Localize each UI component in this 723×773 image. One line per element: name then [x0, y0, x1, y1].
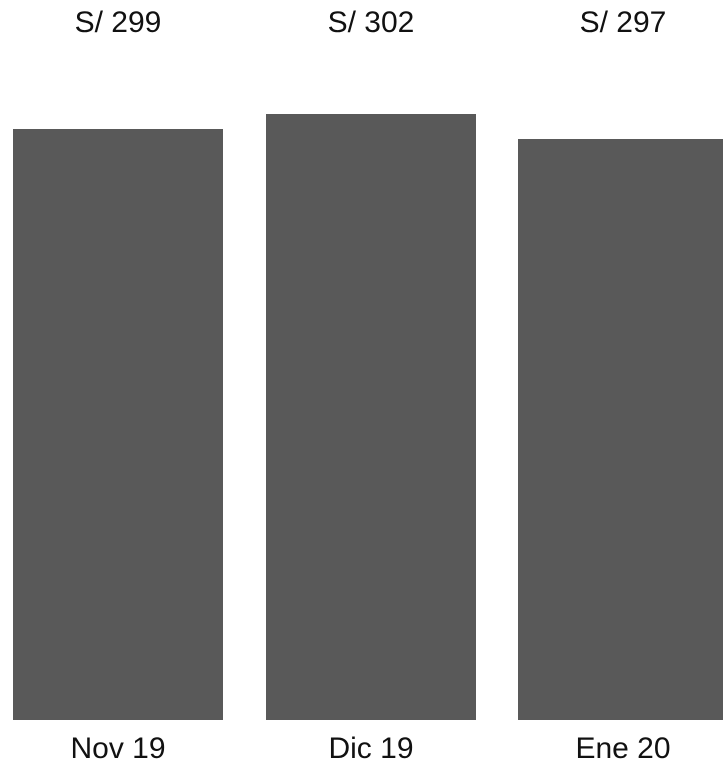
bar-dic-19	[266, 114, 476, 720]
bars-group	[13, 114, 723, 720]
bar-ene-20	[518, 139, 723, 720]
category-label: Ene 20	[575, 732, 670, 765]
category-labels-group: Nov 19 Dic 19 Ene 20	[70, 732, 670, 765]
value-labels-group: S/ 299 S/ 302 S/ 297	[75, 6, 667, 39]
value-label: S/ 302	[328, 6, 415, 39]
value-label: S/ 299	[75, 6, 162, 39]
category-label: Nov 19	[70, 732, 165, 765]
bar-nov-19	[13, 129, 223, 720]
value-label: S/ 297	[580, 6, 667, 39]
category-label: Dic 19	[328, 732, 413, 765]
